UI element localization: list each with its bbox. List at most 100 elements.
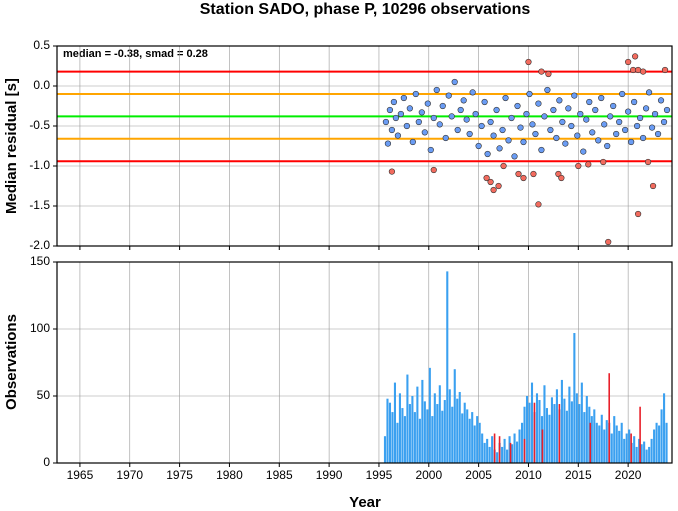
x-tick-label: 1975: [166, 468, 193, 482]
bar: [511, 444, 514, 463]
data-point: [660, 118, 668, 126]
data-point: [525, 58, 532, 66]
data-point: [586, 98, 593, 106]
data-point: [601, 121, 608, 128]
data-point: [565, 105, 572, 112]
data-point: [645, 89, 653, 96]
bar: [481, 433, 484, 463]
bar: [580, 382, 583, 463]
x-tick-label: 1965: [67, 468, 94, 482]
highlight-bar: [558, 404, 561, 463]
bar: [588, 406, 591, 463]
y-tick-label: -0.5: [29, 118, 50, 132]
y-axis-label: Median residual [s]: [3, 78, 20, 214]
y-tick-label: 150: [30, 254, 50, 268]
bar: [600, 414, 603, 463]
data-point: [600, 158, 607, 166]
data-point: [475, 142, 482, 150]
data-point: [553, 134, 560, 142]
highlight-bar: [523, 438, 526, 463]
data-point: [642, 105, 650, 112]
data-point: [585, 161, 592, 168]
data-point: [619, 90, 626, 98]
data-point: [625, 58, 632, 66]
data-point: [469, 89, 476, 96]
bar: [473, 425, 476, 463]
data-point: [580, 148, 587, 155]
bar: [408, 404, 411, 463]
data-point: [436, 121, 443, 128]
data-point: [520, 138, 527, 146]
data-point: [631, 98, 638, 106]
bar: [513, 433, 516, 463]
data-point: [390, 98, 398, 106]
data-point: [502, 94, 509, 102]
bar: [530, 382, 534, 463]
bar: [486, 438, 489, 463]
data-point: [448, 113, 455, 120]
data-point: [634, 122, 641, 130]
data-point: [487, 178, 494, 186]
bar: [453, 369, 456, 463]
data-point: [613, 130, 620, 138]
bar: [418, 418, 421, 463]
highlight-bar: [630, 433, 632, 463]
bar: [653, 429, 656, 463]
data-point: [639, 134, 647, 142]
data-point: [637, 114, 644, 122]
data-point: [622, 126, 629, 134]
bar: [633, 436, 636, 463]
data-point: [639, 68, 647, 75]
bar: [578, 404, 581, 463]
data-point: [535, 100, 542, 107]
data-point: [442, 134, 449, 142]
data-point: [583, 116, 590, 123]
data-point: [550, 106, 557, 114]
y-tick-label: 0.0: [33, 78, 50, 92]
data-point: [388, 168, 396, 175]
bar: [625, 433, 628, 463]
bar: [650, 438, 653, 463]
bar: [575, 393, 578, 463]
data-point: [558, 174, 565, 182]
data-point: [532, 130, 539, 138]
data-point: [657, 97, 665, 104]
data-point: [515, 170, 522, 178]
data-point: [574, 132, 581, 139]
data-point: [559, 118, 566, 126]
x-tick-label: 1995: [366, 468, 393, 482]
bar: [658, 425, 661, 463]
highlight-bar: [498, 436, 501, 463]
bar: [478, 422, 481, 463]
data-point: [577, 110, 584, 118]
chart-title: Station SADO, phase P, 10296 observation…: [200, 1, 531, 18]
bar: [518, 429, 521, 463]
y-tick-label: 0: [43, 455, 50, 469]
bar: [398, 393, 401, 463]
bar: [528, 402, 531, 463]
x-tick-label: 1980: [216, 468, 243, 482]
bar: [548, 414, 551, 463]
bar: [416, 386, 419, 463]
data-point: [575, 162, 582, 170]
data-point: [604, 142, 611, 150]
bar: [503, 438, 506, 463]
bar: [523, 406, 526, 463]
bar: [496, 452, 499, 463]
bar: [635, 446, 638, 463]
bar: [618, 430, 621, 463]
highlight-bar: [589, 422, 592, 463]
data-point: [635, 210, 642, 218]
x-axis-label: Year: [349, 494, 381, 511]
x-tick-label: 2015: [565, 468, 592, 482]
bar: [468, 418, 471, 463]
data-point: [463, 116, 470, 123]
data-point: [415, 118, 422, 126]
data-point: [530, 170, 537, 178]
bar: [605, 420, 608, 463]
bar: [436, 404, 439, 463]
bar: [590, 416, 593, 463]
y-tick-label: 50: [37, 388, 51, 402]
data-point: [406, 105, 413, 112]
data-point: [397, 110, 404, 118]
